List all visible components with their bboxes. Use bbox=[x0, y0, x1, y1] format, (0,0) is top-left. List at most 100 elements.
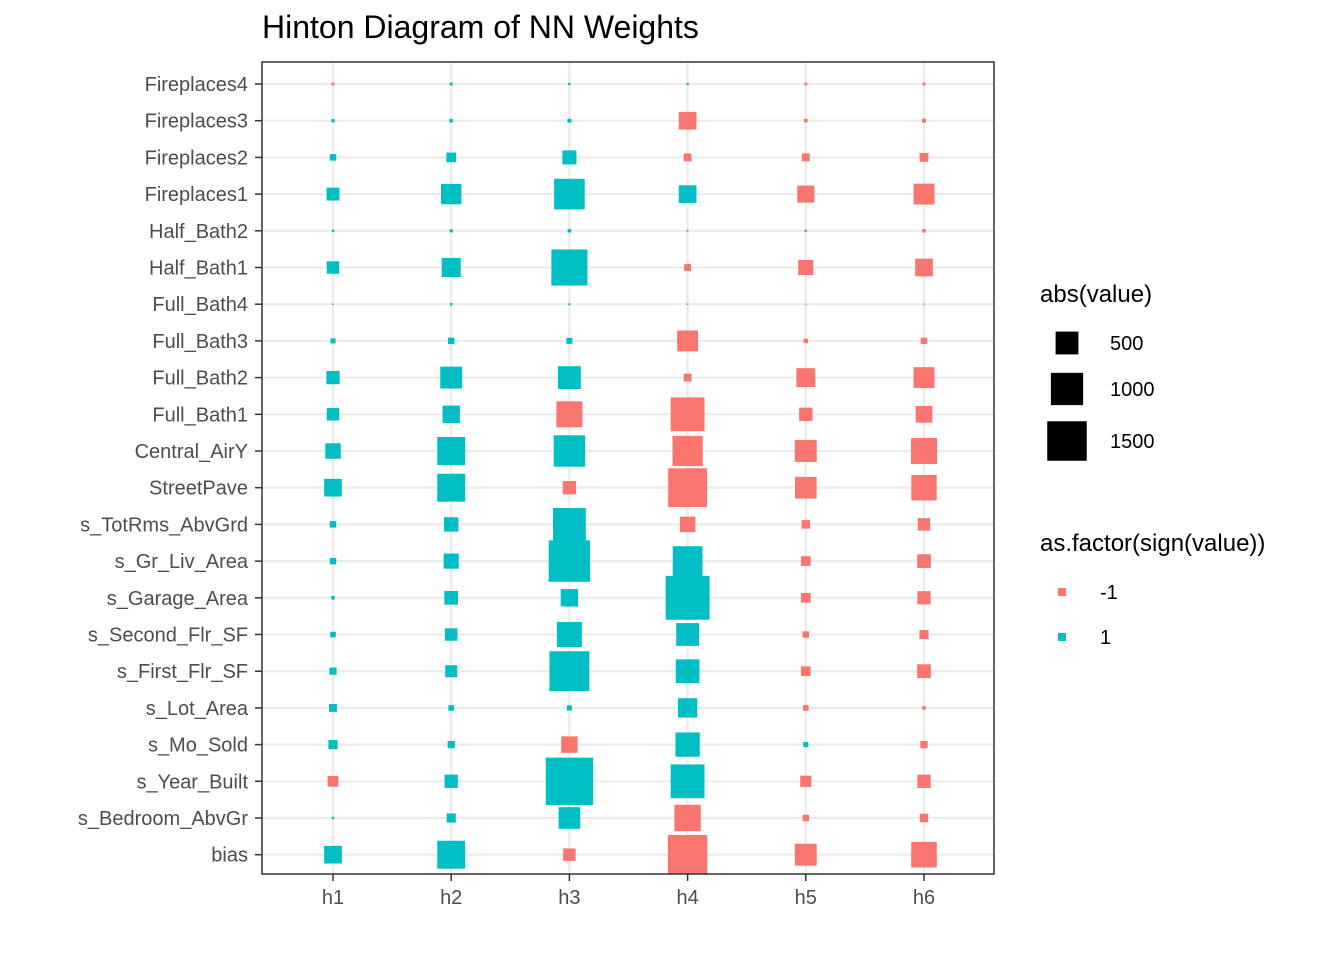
weight-square-fireplaces1-h5 bbox=[797, 185, 815, 203]
weight-square-central_airy-h6 bbox=[911, 438, 937, 464]
weight-square-s_mo_sold-h3 bbox=[561, 736, 578, 753]
weight-square-full_bath3-h6 bbox=[920, 337, 928, 345]
weight-square-s_totrms_abvgrd-h1 bbox=[329, 521, 337, 528]
weight-square-s_garage_area-h2 bbox=[444, 590, 459, 605]
weight-square-s_lot_area-h6 bbox=[922, 706, 926, 710]
weight-square-s_second_flr_sf-h6 bbox=[919, 629, 929, 640]
weight-square-s_bedroom_abvgr-h5 bbox=[802, 814, 810, 822]
weight-square-s_gr_liv_area-h5 bbox=[800, 556, 811, 566]
weight-square-full_bath2-h3 bbox=[558, 366, 581, 390]
y-tick-label: Fireplaces2 bbox=[145, 147, 248, 169]
weight-square-s_garage_area-h5 bbox=[800, 592, 811, 603]
weight-square-half_bath2-h2 bbox=[449, 229, 453, 233]
weight-square-s_first_flr_sf-h4 bbox=[675, 659, 700, 684]
weight-square-full_bath1-h6 bbox=[915, 405, 933, 423]
weight-square-s_totrms_abvgrd-h4 bbox=[679, 516, 696, 533]
weight-square-full_bath4-h6 bbox=[923, 303, 925, 305]
weight-square-central_airy-h2 bbox=[437, 437, 466, 465]
weight-square-fireplaces2-h2 bbox=[446, 152, 457, 163]
panel-border bbox=[261, 61, 995, 875]
y-tick-label: s_Gr_Liv_Area bbox=[115, 551, 249, 573]
weight-square-full_bath3-h5 bbox=[803, 338, 809, 344]
weight-square-full_bath3-h4 bbox=[677, 330, 699, 352]
weight-square-s_second_flr_sf-h2 bbox=[444, 628, 458, 641]
weight-square-s_gr_liv_area-h4 bbox=[672, 546, 703, 576]
weight-square-s_first_flr_sf-h2 bbox=[445, 665, 458, 678]
weight-square-fireplaces4-h5 bbox=[804, 82, 808, 86]
weight-square-s_year_built-h3 bbox=[545, 757, 594, 805]
weight-square-fireplaces3-h4 bbox=[678, 111, 697, 130]
weight-square-bias-h2 bbox=[437, 840, 466, 869]
weight-square-s_first_flr_sf-h6 bbox=[917, 664, 931, 679]
weight-square-s_first_flr_sf-h3 bbox=[549, 651, 590, 692]
weight-square-fireplaces3-h6 bbox=[922, 118, 926, 123]
weight-square-full_bath1-h2 bbox=[442, 405, 460, 423]
weight-square-streetpave-h3 bbox=[562, 481, 577, 495]
weight-square-half_bath2-h3 bbox=[567, 229, 572, 233]
weight-square-fireplaces1-h3 bbox=[554, 178, 585, 210]
weight-square-full_bath2-h5 bbox=[796, 368, 816, 388]
y-tick-label: s_Lot_Area bbox=[146, 698, 249, 720]
weight-square-full_bath2-h1 bbox=[326, 370, 340, 385]
y-tick-label: StreetPave bbox=[149, 478, 248, 500]
weight-square-s_mo_sold-h5 bbox=[803, 742, 809, 748]
weight-square-s_totrms_abvgrd-h3 bbox=[553, 508, 586, 541]
y-tick-label: s_Year_Built bbox=[136, 771, 248, 793]
weight-square-half_bath1-h4 bbox=[684, 264, 692, 271]
weight-square-s_garage_area-h6 bbox=[917, 591, 931, 605]
weight-square-fireplaces3-h3 bbox=[567, 118, 572, 123]
weight-square-fireplaces2-h5 bbox=[801, 153, 810, 162]
weight-square-s_first_flr_sf-h5 bbox=[800, 666, 811, 677]
weight-square-full_bath2-h6 bbox=[913, 367, 935, 389]
weight-square-fireplaces2-h1 bbox=[329, 154, 337, 161]
weight-square-s_totrms_abvgrd-h6 bbox=[917, 518, 931, 531]
y-axis: Fireplaces4 Fireplaces3 Fireplaces2 Firepla… bbox=[78, 74, 262, 867]
weight-square-s_gr_liv_area-h6 bbox=[917, 554, 931, 568]
weight-square-full_bath2-h2 bbox=[440, 366, 463, 389]
weight-square-full_bath4-h3 bbox=[568, 303, 571, 306]
weight-square-s_garage_area-h4 bbox=[665, 575, 710, 620]
weight-square-full_bath1-h3 bbox=[556, 401, 583, 428]
weight-square-full_bath4-h5 bbox=[805, 303, 807, 305]
weight-square-fireplaces2-h3 bbox=[562, 150, 577, 165]
weight-square-half_bath1-h1 bbox=[326, 261, 340, 274]
weight-square-half_bath2-h4 bbox=[686, 229, 689, 232]
y-tick-label: Fireplaces4 bbox=[145, 74, 248, 96]
weight-square-s_year_built-h6 bbox=[917, 774, 931, 788]
weight-square-half_bath2-h6 bbox=[922, 229, 926, 233]
y-tick-label: Full_Bath2 bbox=[152, 368, 248, 390]
color-legend-label: -1 bbox=[1100, 582, 1118, 604]
weight-square-fireplaces3-h5 bbox=[804, 118, 808, 123]
y-tick-label: bias bbox=[211, 845, 248, 867]
color-legend-label: 1 bbox=[1100, 627, 1111, 649]
weight-square-s_lot_area-h1 bbox=[329, 703, 337, 712]
weight-square-fireplaces4-h2 bbox=[449, 82, 453, 86]
weight-square-fireplaces2-h4 bbox=[683, 153, 692, 162]
weight-square-fireplaces1-h6 bbox=[913, 183, 935, 205]
y-tick-label: Full_Bath4 bbox=[152, 294, 248, 316]
weight-square-s_gr_liv_area-h2 bbox=[443, 553, 459, 569]
weight-square-bias-h1 bbox=[324, 845, 342, 864]
weight-square-s_year_built-h5 bbox=[800, 775, 812, 787]
weight-square-streetpave-h5 bbox=[794, 476, 817, 499]
weight-square-s_second_flr_sf-h5 bbox=[802, 631, 810, 638]
weight-square-s_mo_sold-h6 bbox=[920, 740, 928, 749]
y-tick-label: s_Second_Flr_SF bbox=[88, 625, 248, 647]
weight-square-full_bath1-h4 bbox=[670, 397, 705, 432]
weight-square-s_bedroom_abvgr-h6 bbox=[919, 813, 929, 823]
weight-square-s_bedroom_abvgr-h4 bbox=[674, 804, 701, 832]
y-tick-label: Full_Bath3 bbox=[152, 331, 248, 353]
weight-square-s_lot_area-h5 bbox=[803, 705, 809, 711]
y-tick-label: Central_AirY bbox=[135, 441, 248, 463]
weight-square-fireplaces1-h2 bbox=[441, 183, 462, 205]
weight-square-s_garage_area-h3 bbox=[560, 589, 579, 607]
weight-square-bias-h4 bbox=[667, 834, 708, 875]
weight-square-half_bath1-h6 bbox=[915, 258, 933, 277]
weight-square-s_second_flr_sf-h3 bbox=[556, 622, 582, 647]
weight-square-s_bedroom_abvgr-h1 bbox=[331, 816, 335, 820]
weight-square-fireplaces2-h6 bbox=[919, 152, 929, 162]
weight-square-fireplaces4-h3 bbox=[568, 82, 571, 86]
weight-square-s_bedroom_abvgr-h3 bbox=[558, 807, 581, 829]
weight-square-full_bath3-h2 bbox=[447, 337, 455, 345]
x-tick-label: h5 bbox=[795, 887, 817, 909]
